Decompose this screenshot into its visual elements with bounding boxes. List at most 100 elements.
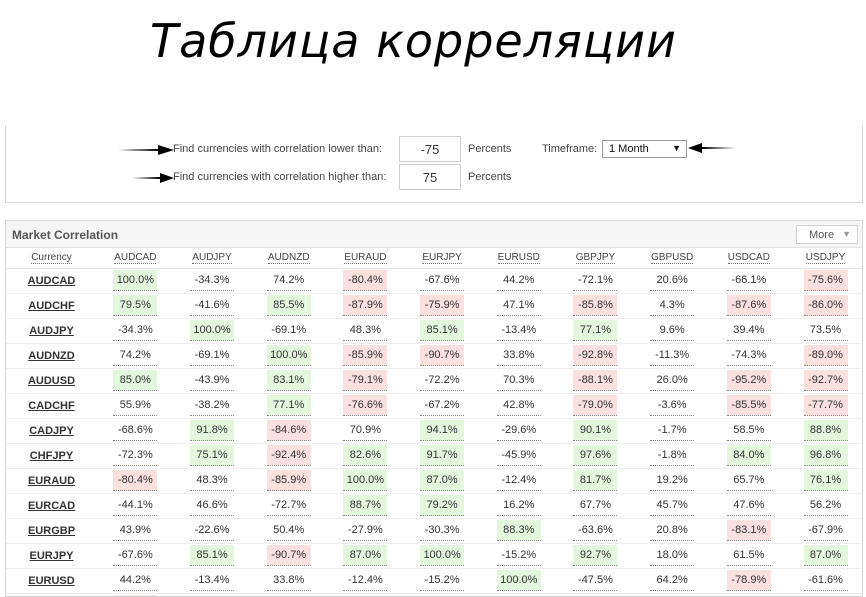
correlation-value[interactable]: 44.2% [113,570,158,591]
currency-link[interactable]: AUDCAD [6,268,97,294]
correlation-value[interactable]: -80.4% [113,470,158,491]
correlation-value[interactable]: -38.2% [190,395,235,416]
correlation-value[interactable]: -27.9% [343,520,388,541]
correlation-value[interactable]: -66.1% [726,270,771,291]
correlation-value[interactable]: -45.9% [496,445,541,466]
correlation-value[interactable]: 74.2% [113,345,158,366]
correlation-value[interactable]: -12.4% [343,570,388,591]
column-header[interactable]: AUDNZD [250,248,328,269]
correlation-value[interactable]: -29.6% [496,420,541,441]
correlation-value[interactable]: 85.1% [420,320,465,341]
correlation-value[interactable]: 85.5% [266,295,311,316]
correlation-value[interactable]: -86.0% [803,295,848,316]
correlation-value[interactable]: -89.0% [803,345,848,366]
correlation-value[interactable]: -47.5% [573,570,618,591]
correlation-value[interactable]: 33.8% [266,570,311,591]
correlation-value[interactable]: 20.8% [650,520,695,541]
correlation-value[interactable]: 100.0% [190,320,235,341]
correlation-value[interactable]: 44.2% [496,270,541,291]
correlation-value[interactable]: 61.5% [726,545,771,566]
correlation-value[interactable]: 33.8% [496,345,541,366]
correlation-value[interactable]: -44.1% [113,495,158,516]
correlation-value[interactable]: -34.3% [113,320,158,341]
correlation-value[interactable]: -88.1% [573,370,618,391]
correlation-value[interactable]: 96.8% [803,445,848,466]
correlation-value[interactable]: 45.7% [650,495,695,516]
correlation-value[interactable]: 88.7% [343,495,388,516]
correlation-value[interactable]: -75.1% [113,595,158,596]
correlation-value[interactable]: -43.9% [190,370,235,391]
correlation-value[interactable]: 19.2% [650,470,695,491]
correlation-value[interactable]: -87.6% [726,295,771,316]
correlation-value[interactable]: 70.9% [343,420,388,441]
correlation-value[interactable]: -90.7% [266,545,311,566]
correlation-value[interactable]: -30.3% [420,520,465,541]
correlation-value[interactable]: -72.7% [266,495,311,516]
column-header[interactable]: AUDCAD [97,248,174,269]
correlation-value[interactable]: 94.1% [420,420,465,441]
correlation-value[interactable]: -75.9% [420,295,465,316]
correlation-value[interactable]: -1.8% [650,445,695,466]
correlation-value[interactable]: -67.6% [420,270,465,291]
currency-link[interactable]: EURJPY [6,543,97,569]
correlation-value[interactable]: -78.9% [726,570,771,591]
correlation-value[interactable]: -95.2% [726,370,771,391]
correlation-value[interactable]: 90.1% [573,420,618,441]
correlation-value[interactable]: -72.2% [420,370,465,391]
correlation-value[interactable]: -75.6% [803,270,848,291]
correlation-value[interactable]: 100.0% [113,270,158,291]
column-header[interactable]: GBPJPY [557,248,634,269]
correlation-value[interactable]: 92.7% [573,545,618,566]
correlation-value[interactable]: 50.4% [266,520,311,541]
currency-link[interactable]: AUDNZD [6,343,97,369]
correlation-value[interactable]: -1.7% [650,420,695,441]
correlation-value[interactable]: 77.1% [266,395,311,416]
correlation-value[interactable]: -11.3% [650,345,695,366]
correlation-value[interactable]: -77.7% [803,395,848,416]
correlation-value[interactable]: 48.3% [343,320,388,341]
column-header[interactable]: EURUSD [480,248,558,269]
currency-link[interactable]: AUDUSD [6,368,97,394]
correlation-value[interactable]: 87.0% [343,545,388,566]
correlation-value[interactable]: 58.5% [726,420,771,441]
correlation-value[interactable]: 83.1% [266,370,311,391]
column-header[interactable]: GBPUSD [633,248,711,269]
correlation-value[interactable]: 91.8% [190,420,235,441]
correlation-value[interactable]: -92.8% [573,345,618,366]
lower-threshold-input[interactable] [399,136,461,162]
correlation-value[interactable]: 73.5% [803,320,848,341]
correlation-value[interactable]: -80.4% [343,270,388,291]
correlation-value[interactable]: -76.6% [343,395,388,416]
correlation-value[interactable]: 100.0% [496,570,541,591]
currency-link[interactable]: AUDCHF [6,293,97,319]
correlation-value[interactable]: 48.3% [190,470,235,491]
correlation-value[interactable]: -69.1% [266,320,311,341]
correlation-value[interactable]: 76.1% [803,470,848,491]
correlation-value[interactable]: 56.2% [803,495,848,516]
correlation-value[interactable]: -85.8% [573,295,618,316]
column-header[interactable]: EURJPY [403,248,481,269]
correlation-value[interactable]: 88.8% [803,420,848,441]
correlation-value[interactable]: 97.6% [573,445,618,466]
correlation-value[interactable]: 77.1% [573,320,618,341]
correlation-value[interactable]: 84.0% [726,445,771,466]
currency-link[interactable]: EURCAD [6,493,97,519]
correlation-value[interactable]: -69.1% [190,345,235,366]
correlation-value[interactable]: 75.1% [190,445,235,466]
currency-link[interactable]: CADJPY [6,418,97,444]
correlation-value[interactable]: 79.5% [113,295,158,316]
correlation-value[interactable]: -85.9% [343,345,388,366]
correlation-value[interactable]: -92.4% [266,445,311,466]
correlation-value[interactable]: 42.8% [496,395,541,416]
correlation-value[interactable]: -12.4% [496,470,541,491]
correlation-value[interactable]: -41.6% [190,295,235,316]
correlation-value[interactable]: -84.6% [266,420,311,441]
correlation-value[interactable]: 87.0% [420,470,465,491]
correlation-value[interactable]: -63.6% [573,520,618,541]
currency-link[interactable]: CADCHF [6,393,97,419]
correlation-value[interactable]: 47.6% [726,495,771,516]
correlation-value[interactable]: 91.7% [420,445,465,466]
currency-link[interactable]: EURGBP [6,518,97,544]
correlation-value[interactable]: 55.9% [113,395,158,416]
correlation-value[interactable]: 85.0% [113,370,158,391]
